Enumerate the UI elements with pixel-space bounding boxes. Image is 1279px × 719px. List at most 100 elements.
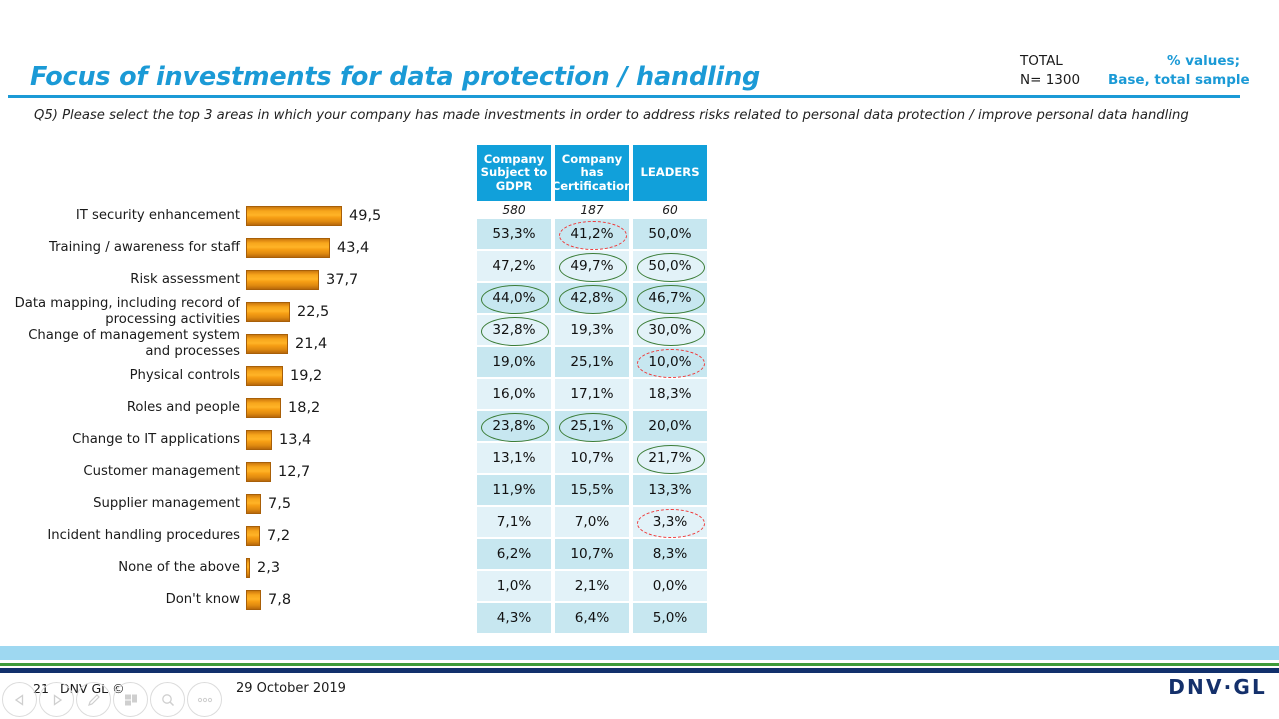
bar-category-label: None of the above: [118, 560, 240, 575]
table-cell-value: 10,7%: [570, 450, 614, 466]
table-cell-value: 4,3%: [496, 610, 532, 626]
table-cell-value: 47,2%: [492, 258, 536, 274]
bar-chart-row: Customer management 12,7: [0, 456, 470, 488]
table-cell-value: 6,2%: [496, 546, 532, 562]
table-cell: 6,2%: [477, 539, 551, 569]
table-cell: 8,3%: [633, 539, 707, 569]
bar-category-label: Don't know: [165, 592, 240, 607]
comparison-table: Company Subject to GDPR Company has Certi…: [477, 145, 707, 635]
bar-category-label: Change to IT applications: [72, 432, 240, 447]
percent-values-label: % values;: [1167, 53, 1240, 69]
pen-tool-button[interactable]: [76, 682, 111, 717]
table-row: 1,0% 2,1% 0,0%: [477, 571, 707, 603]
bar-category-label: Data mapping, including record of proces…: [14, 296, 240, 327]
bar-chart-row: Training / awareness for staff 43,4: [0, 232, 470, 264]
bar-value-label: 7,2: [267, 528, 291, 544]
previous-slide-button[interactable]: [2, 682, 37, 717]
table-header-row: Company Subject to GDPR Company has Certi…: [477, 145, 707, 201]
table-cell-value: 53,3%: [492, 226, 536, 242]
bar-value-label: 13,4: [279, 432, 312, 448]
table-cell-value: 2,1%: [574, 578, 610, 594]
bar: [246, 238, 330, 258]
table-cell-value: 1,0%: [496, 578, 532, 594]
table-base-row: 580 187 60: [477, 201, 707, 219]
table-cell-value: 15,5%: [570, 482, 614, 498]
table-cell: 23,8%: [477, 411, 551, 442]
bar-value-label: 2,3: [257, 560, 281, 576]
table-column-header: LEADERS: [633, 145, 707, 201]
table-cell-value: 11,9%: [492, 482, 536, 498]
table-cell: 0,0%: [633, 571, 707, 601]
table-cell: 10,7%: [555, 539, 629, 569]
bar-chart-row: None of the above 2,3: [0, 552, 470, 584]
bar-category-label: Customer management: [83, 464, 240, 479]
bar-value-label: 22,5: [297, 304, 330, 320]
table-cell-value: 21,7%: [648, 450, 692, 466]
bar-chart-row: Don't know 7,8: [0, 584, 470, 616]
table-row: 13,1% 10,7% 21,7%: [477, 443, 707, 475]
table-cell-value: 8,3%: [652, 546, 688, 562]
bar: [246, 494, 261, 514]
table-cell: 30,0%: [633, 315, 707, 346]
bar-value-label: 18,2: [288, 400, 321, 416]
table-cell-value: 10,0%: [648, 354, 692, 370]
footer-band-light-blue: [0, 646, 1279, 660]
percent-base-note: % values; Base, total sample: [1108, 52, 1250, 90]
bar-category-label: Physical controls: [129, 368, 240, 383]
table-cell: 7,1%: [477, 507, 551, 537]
magnifier-icon: [160, 692, 176, 708]
table-column-base: 60: [662, 203, 678, 217]
bar: [246, 270, 319, 290]
question-text: Q5) Please select the top 3 areas in whi…: [34, 108, 1189, 123]
table-cell-value: 7,1%: [496, 514, 532, 530]
table-cell: 11,9%: [477, 475, 551, 505]
table-cell: 46,7%: [633, 283, 707, 314]
dnv-gl-logo: DNV·GL: [1168, 675, 1267, 699]
footer-band-navy: [0, 668, 1279, 673]
table-cell: 41,2%: [555, 219, 629, 250]
slideshow-nav-bar: [2, 682, 222, 717]
table-cell: 18,3%: [633, 379, 707, 409]
table-cell-value: 30,0%: [648, 322, 692, 338]
table-row: 4,3% 6,4% 5,0%: [477, 603, 707, 635]
table-row: 7,1% 7,0% 3,3%: [477, 507, 707, 539]
next-slide-button[interactable]: [39, 682, 74, 717]
bar-chart-row: Incident handling procedures 7,2: [0, 520, 470, 552]
table-cell-value: 46,7%: [648, 290, 692, 306]
ellipsis-icon: [196, 696, 214, 704]
bar: [246, 366, 283, 386]
table-cell-value: 32,8%: [492, 322, 536, 338]
table-cell: 50,0%: [633, 219, 707, 249]
table-cell-value: 13,1%: [492, 450, 536, 466]
slide-date: 29 October 2019: [236, 681, 346, 696]
horizontal-bar-chart: IT security enhancement 49,5 Training / aw…: [0, 200, 470, 616]
table-row: 19,0% 25,1% 10,0%: [477, 347, 707, 379]
bar: [246, 206, 342, 226]
grid-slides-icon: [123, 692, 139, 708]
bar-value-label: 49,5: [349, 208, 382, 224]
bar-value-label: 43,4: [337, 240, 370, 256]
zoom-button[interactable]: [150, 682, 185, 717]
table-cell-value: 13,3%: [648, 482, 692, 498]
bar-chart-row: Change to IT applications 13,4: [0, 424, 470, 456]
table-cell-value: 19,3%: [570, 322, 614, 338]
table-row: 6,2% 10,7% 8,3%: [477, 539, 707, 571]
table-cell-value: 7,0%: [574, 514, 610, 530]
table-cell: 7,0%: [555, 507, 629, 537]
all-slides-button[interactable]: [113, 682, 148, 717]
table-cell: 1,0%: [477, 571, 551, 601]
table-cell-value: 42,8%: [570, 290, 614, 306]
bar-value-label: 7,8: [268, 592, 292, 608]
more-options-button[interactable]: [187, 682, 222, 717]
table-cell: 49,7%: [555, 251, 629, 282]
bar: [246, 526, 260, 546]
bar-category-label: Supplier management: [93, 496, 240, 511]
table-body: 53,3% 41,2% 50,0% 47,2% 49,7% 50,0% 44,0% 42,8%…: [477, 219, 707, 635]
table-cell: 2,1%: [555, 571, 629, 601]
bar-chart-row: Risk assessment 37,7: [0, 264, 470, 296]
table-cell-value: 3,3%: [652, 514, 688, 530]
table-row: 53,3% 41,2% 50,0%: [477, 219, 707, 251]
bar-value-label: 21,4: [295, 336, 328, 352]
footer-band-green: [0, 663, 1279, 666]
bar-value-label: 37,7: [326, 272, 359, 288]
